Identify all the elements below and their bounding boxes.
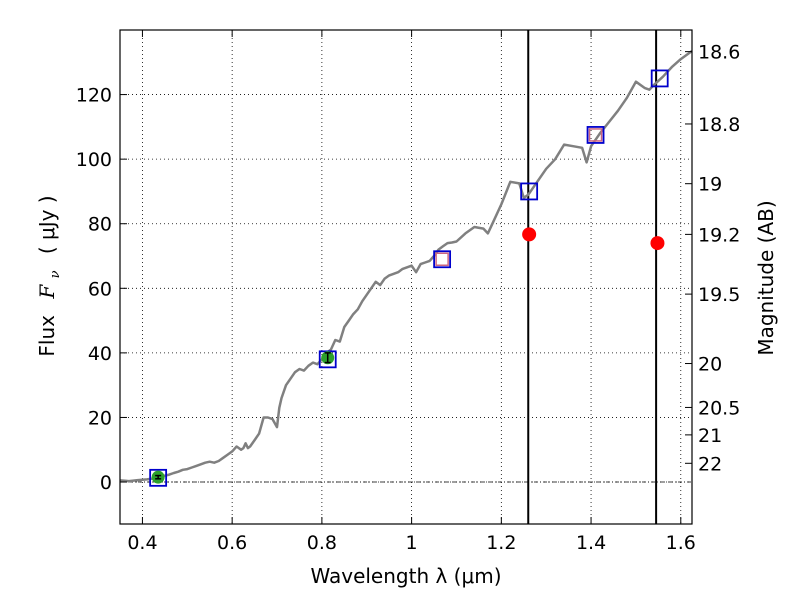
y-axis-title-text: Flux bbox=[35, 315, 59, 357]
x-tick-label: 1.6 bbox=[666, 532, 696, 554]
blue-square-point bbox=[433, 250, 452, 269]
y2-tick-label: 18.6 bbox=[698, 42, 740, 64]
y-axis-title: Flux F ν ( μJy ) bbox=[35, 195, 64, 356]
x-tick-label: 1.2 bbox=[486, 532, 516, 554]
y2-tick-label: 20.5 bbox=[698, 397, 740, 419]
y-tick-label: 60 bbox=[88, 278, 112, 300]
x-tick-label: 1 bbox=[406, 532, 418, 554]
y2-tick-label: 18.8 bbox=[698, 114, 740, 136]
blue-square-point bbox=[650, 69, 669, 88]
y2-tick-label: 22 bbox=[698, 453, 722, 475]
axes-frame bbox=[119, 29, 693, 525]
x-tick-label: 0.4 bbox=[127, 532, 157, 554]
y2-tick-label: 21 bbox=[698, 425, 722, 447]
x-tick-labels: 0.4 0.6 0.8 1 1.2 1.4 1.6 bbox=[127, 532, 696, 554]
y2-tick-label: 19.5 bbox=[698, 284, 740, 306]
y-axis-title-symbol: F bbox=[35, 284, 59, 300]
y-tick-label: 40 bbox=[88, 343, 112, 365]
y2-tick-label: 20 bbox=[698, 354, 722, 376]
y-tick-label: 80 bbox=[88, 214, 112, 236]
y2-tick-labels: 18.6 18.8 19 19.2 19.5 20 20.5 21 22 bbox=[698, 42, 740, 476]
x-tick-label: 0.6 bbox=[217, 532, 247, 554]
blue-square-point bbox=[149, 468, 168, 487]
x-axis-title: Wavelength λ (μm) bbox=[310, 564, 501, 588]
y-axis-title-symbol-sub: ν bbox=[48, 270, 63, 278]
y-tick-label: 120 bbox=[76, 85, 112, 107]
blue-square-point bbox=[586, 126, 605, 144]
y2-tick-label: 19 bbox=[698, 174, 722, 196]
red-data-point bbox=[522, 227, 537, 242]
y2-axis-title: Magnitude (AB) bbox=[754, 200, 778, 355]
pink-square-point bbox=[588, 128, 603, 142]
y-tick-label: 100 bbox=[76, 149, 112, 171]
pink-square-point bbox=[435, 252, 449, 266]
series-layer bbox=[119, 49, 693, 487]
grid-lines bbox=[120, 30, 692, 524]
plot-frame bbox=[119, 29, 693, 525]
y-axis-title-unit: ( μJy ) bbox=[35, 195, 59, 254]
red-data-point bbox=[650, 236, 665, 251]
y2-tick-label: 19.2 bbox=[698, 224, 740, 246]
y-tick-labels: 0 20 40 60 80 100 120 bbox=[76, 85, 112, 494]
x-tick-label: 0.8 bbox=[307, 532, 337, 554]
spectrum-line bbox=[119, 49, 693, 483]
y-tick-label: 20 bbox=[88, 407, 112, 429]
blue-square-point bbox=[520, 182, 539, 201]
vertical-marker-lines bbox=[527, 30, 658, 524]
y-tick-label: 0 bbox=[100, 472, 112, 494]
x-tick-label: 1.4 bbox=[576, 532, 606, 554]
